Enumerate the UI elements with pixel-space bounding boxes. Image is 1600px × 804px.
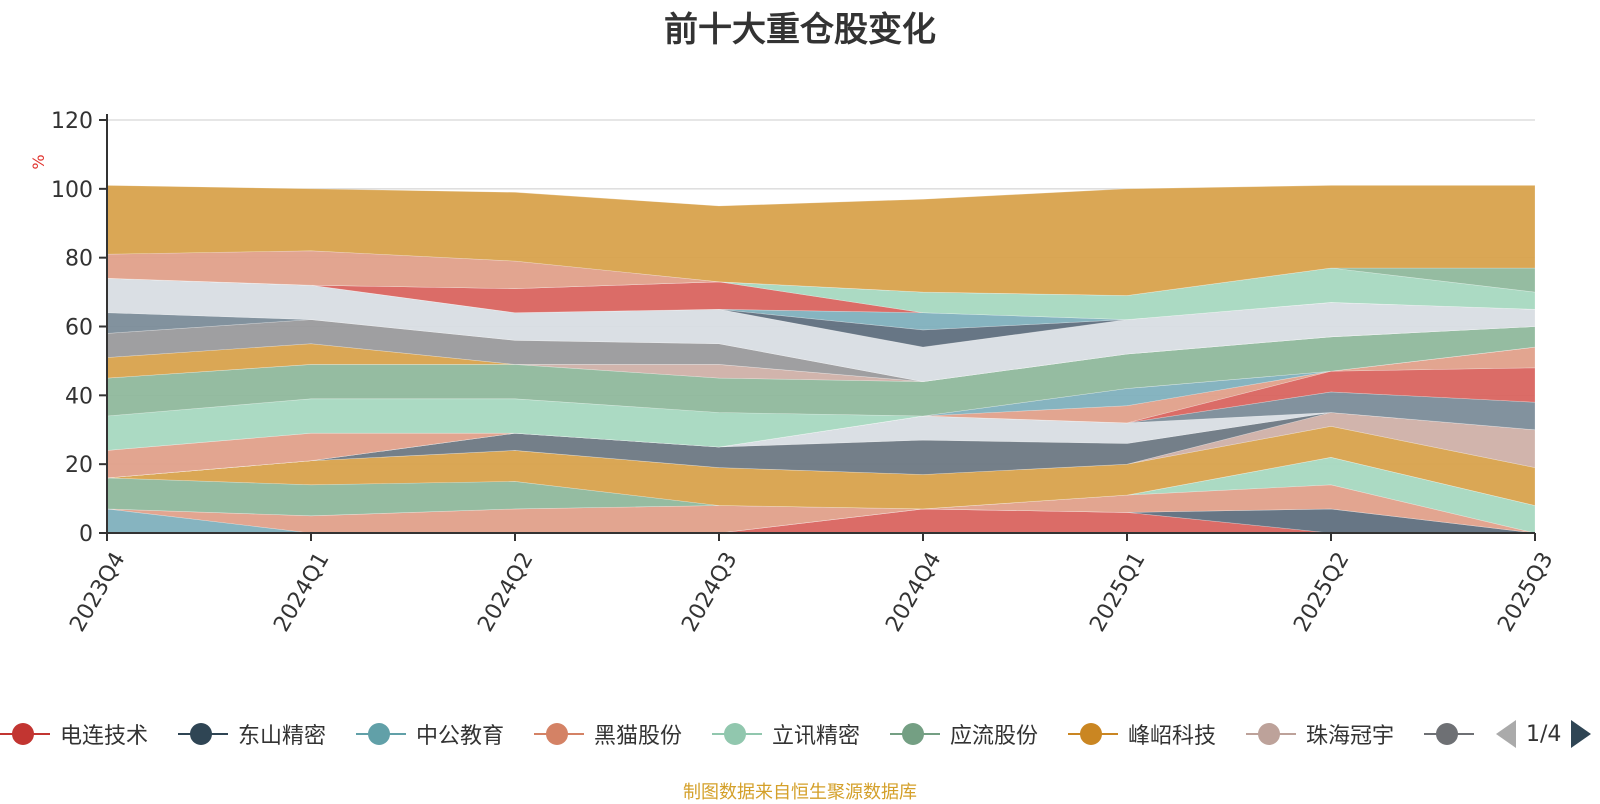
series-area (106, 267, 1536, 296)
legend-label: 黑猫股份 (594, 724, 683, 749)
legend-item[interactable]: 黑猫股份 (534, 712, 682, 756)
stacked-areas (106, 185, 1536, 534)
legend-label: 电连技术 (60, 724, 149, 749)
legend-item[interactable]: 珠海冠宇 (1246, 712, 1394, 756)
legend-marker-icon (534, 712, 588, 756)
legend-marker-icon (356, 712, 410, 756)
legend-label: 中公教育 (416, 724, 505, 749)
chart-title: 前十大重仓股变化 (664, 10, 936, 50)
legend-marker-icon (178, 712, 232, 756)
y-tick-label: 0 (79, 522, 93, 547)
legend-item[interactable]: 东山精密 (178, 712, 326, 756)
legend-marker-icon (1424, 712, 1478, 756)
legend-marker-icon (1246, 712, 1300, 756)
legend-label: 东山精密 (238, 724, 327, 749)
legend-prev-icon[interactable] (1496, 720, 1516, 748)
legend-item[interactable]: 立讯精密 (712, 712, 860, 756)
legend-item[interactable]: 应流股份 (890, 712, 1038, 756)
y-tick-label: 80 (65, 247, 93, 272)
legend-marker-icon (890, 712, 944, 756)
y-tick-label: 20 (65, 453, 93, 478)
legend-next-icon[interactable] (1571, 720, 1592, 748)
legend-label: 应流股份 (950, 724, 1039, 749)
y-axis-unit: % (29, 154, 48, 169)
y-tick-label: 60 (65, 316, 93, 341)
legend-label: 峰岹科技 (1128, 724, 1217, 749)
legend-marker-icon (1068, 712, 1122, 756)
y-tick-label: 40 (65, 384, 93, 409)
legend-page-indicator: 1/4 (1526, 721, 1562, 747)
series-area (106, 185, 1536, 296)
y-tick-label: 120 (51, 109, 93, 134)
x-tick-label: 2025Q3 (1493, 548, 1558, 636)
legend-label: 珠海冠宇 (1306, 724, 1395, 749)
legend: 电连技术 东山精密 中公教育 黑猫股份 立讯精密 应流股份 峰岹科技 珠海冠宇 恒 (0, 712, 1480, 756)
x-tick-label: 2024Q3 (677, 548, 742, 636)
series-area (106, 456, 1536, 534)
x-tick-label: 2025Q1 (1085, 548, 1150, 636)
legend-item[interactable]: 恒 (1424, 712, 1480, 756)
series-area (106, 267, 1536, 320)
x-tick-label: 2023Q4 (65, 548, 130, 636)
legend-label: 立讯精密 (772, 724, 861, 749)
x-tick-label: 2024Q4 (881, 548, 946, 636)
legend-item[interactable]: 峰岹科技 (1068, 712, 1216, 756)
legend-marker-icon (0, 712, 54, 756)
y-tick-label: 100 (51, 178, 93, 203)
x-tick-label: 2025Q2 (1289, 548, 1354, 636)
legend-item[interactable]: 中公教育 (356, 712, 504, 756)
x-tick-label: 2024Q2 (473, 548, 538, 636)
chart-plot: 0 20 40 60 80 100 120 2023Q4 2024Q1 2024Q2 2024Q3 2… (29, 109, 1559, 636)
x-tick-label: 2024Q1 (269, 548, 334, 636)
source-note: 制图数据来自恒生聚源数据库 (683, 782, 917, 803)
legend-item[interactable]: 电连技术 (0, 712, 148, 756)
legend-marker-icon (712, 712, 766, 756)
legend-pagination: 1/4 (1496, 712, 1592, 756)
